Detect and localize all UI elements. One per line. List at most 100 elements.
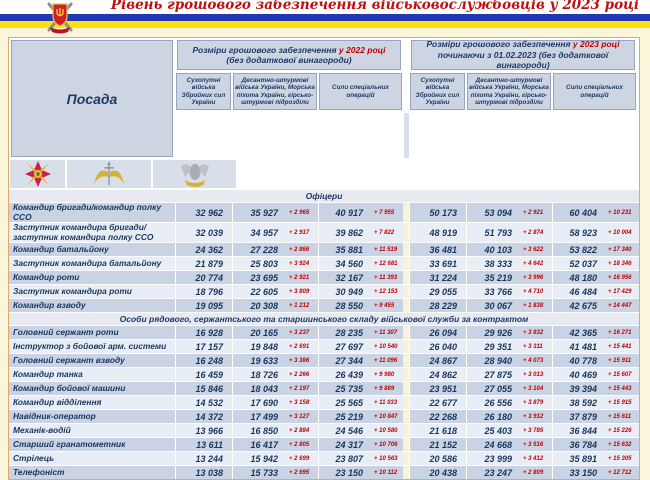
pay-value: 46 484 bbox=[552, 285, 606, 298]
delta-value: + 12 712 bbox=[608, 469, 632, 476]
pay-table: Посада Розміри грошового забезпечення у … bbox=[8, 37, 640, 480]
delta-value: + 15 911 bbox=[608, 357, 632, 364]
delta-value: + 3 516 bbox=[523, 441, 544, 448]
position-label: Заступник командира батальйону bbox=[13, 257, 162, 268]
pay-value: 17 157 bbox=[175, 340, 232, 353]
group-divider bbox=[403, 368, 409, 381]
pay-value: 24 867 bbox=[409, 354, 466, 367]
delta-value: + 3 912 bbox=[523, 413, 544, 420]
pay-value: 31 224 bbox=[409, 271, 466, 284]
table-row: Командир бойової машини 15 846 18 043 + 2 1… bbox=[9, 381, 639, 395]
delta-value: + 15 305 bbox=[608, 455, 632, 462]
pay-value: 33 150 bbox=[552, 466, 606, 479]
delta-value: + 1 838 bbox=[523, 302, 544, 309]
pay-value: 16 417 bbox=[232, 438, 287, 451]
pay-value: 13 038 bbox=[175, 466, 232, 479]
pay-value: 17 499 bbox=[232, 410, 287, 423]
delta-value: + 2 809 bbox=[523, 469, 544, 476]
position-label: Стрілець bbox=[13, 452, 55, 463]
pay-value: 53 822 bbox=[552, 243, 606, 256]
table-row: Командир танка 16 459 18 726 + 2 266 26 439 +… bbox=[9, 367, 639, 381]
section-header: Офіцери bbox=[9, 189, 639, 202]
position-label: Телефоніст bbox=[13, 466, 65, 477]
pay-value: 13 611 bbox=[175, 438, 232, 451]
pay-value: 20 165 bbox=[232, 326, 287, 339]
group-divider bbox=[403, 354, 409, 367]
delta-value: + 3 996 bbox=[523, 274, 544, 281]
delta-value: + 3 127 bbox=[289, 413, 310, 420]
pay-value: 23 807 bbox=[318, 452, 372, 465]
delta-value: + 2 921 bbox=[289, 274, 310, 281]
pay-value: 27 228 bbox=[232, 243, 287, 256]
special-operations-icon bbox=[153, 160, 236, 188]
pay-value: 15 846 bbox=[175, 382, 232, 395]
pay-value: 20 438 bbox=[409, 466, 466, 479]
delta-value: + 18 346 bbox=[608, 260, 632, 267]
position-label: Командир танка bbox=[13, 368, 83, 379]
pay-value: 35 219 bbox=[466, 271, 521, 284]
group-divider bbox=[403, 243, 409, 256]
pay-value: 20 308 bbox=[232, 299, 287, 312]
delta-value: + 2 921 bbox=[523, 209, 544, 216]
pay-value: 29 055 bbox=[409, 285, 466, 298]
group-divider bbox=[403, 271, 409, 284]
delta-value: + 12 681 bbox=[374, 260, 398, 267]
table-body: Офіцери Командир бригади/командир полку С… bbox=[9, 189, 639, 479]
delta-value: + 10 112 bbox=[374, 469, 398, 476]
delta-value: + 10 563 bbox=[374, 455, 398, 462]
table-row: Командир бригади/командир полку ССО 32 96… bbox=[9, 202, 639, 222]
pay-value: 18 796 bbox=[175, 285, 232, 298]
ministry-of-defense-emblem-icon bbox=[42, 0, 78, 40]
delta-value: + 16 271 bbox=[608, 329, 632, 336]
delta-value: + 2 266 bbox=[289, 371, 310, 378]
delta-value: + 10 847 bbox=[374, 413, 398, 420]
group-divider bbox=[403, 326, 409, 339]
pay-value: 40 103 bbox=[466, 243, 521, 256]
position-label: Заступник командира роти bbox=[13, 285, 132, 296]
pay-value: 15 942 bbox=[232, 452, 287, 465]
pay-value: 51 793 bbox=[466, 223, 521, 242]
table-row: Старший гранатометник 13 611 16 417 + 2 805… bbox=[9, 437, 639, 451]
pay-value: 40 917 bbox=[318, 203, 372, 222]
table-row: Інструктор з бойової арм. системи 17 157 1… bbox=[9, 339, 639, 353]
position-label: Навідник-оператор bbox=[13, 410, 96, 421]
pay-value: 16 248 bbox=[175, 354, 232, 367]
flag-stripe-blue bbox=[0, 14, 650, 21]
group-divider bbox=[403, 396, 409, 409]
delta-value: + 15 632 bbox=[608, 441, 632, 448]
delta-value: + 4 642 bbox=[523, 260, 544, 267]
pay-value: 38 333 bbox=[466, 257, 521, 270]
pay-value: 32 039 bbox=[175, 223, 232, 242]
group-divider bbox=[403, 257, 409, 270]
delta-value: + 11 519 bbox=[374, 246, 398, 253]
position-label: Заступник командира бригади/ заступник к… bbox=[13, 222, 154, 242]
delta-value: + 3 311 bbox=[523, 343, 543, 350]
group-divider bbox=[403, 223, 409, 242]
pay-value: 24 317 bbox=[318, 438, 372, 451]
delta-value: + 3 924 bbox=[289, 260, 310, 267]
pay-value: 32 962 bbox=[175, 203, 232, 222]
delta-value: + 2 884 bbox=[289, 427, 310, 434]
pay-value: 48 180 bbox=[552, 271, 606, 284]
subcol-ground-forces: Сухопутні війська Збройних сил України bbox=[176, 73, 231, 110]
pay-value: 36 784 bbox=[552, 438, 606, 451]
delta-value: + 2 695 bbox=[289, 469, 310, 476]
pay-value: 35 927 bbox=[232, 203, 287, 222]
pay-value: 42 675 bbox=[552, 299, 606, 312]
ground-forces-icon bbox=[10, 160, 65, 188]
position-label: Командир відділення bbox=[13, 396, 102, 407]
pay-value: 40 469 bbox=[552, 368, 606, 381]
delta-value: + 15 607 bbox=[608, 371, 632, 378]
pay-value: 27 697 bbox=[318, 340, 372, 353]
pay-value: 30 949 bbox=[318, 285, 372, 298]
pay-value: 37 879 bbox=[552, 410, 606, 423]
pay-value: 32 167 bbox=[318, 271, 372, 284]
spacer bbox=[175, 112, 403, 159]
pay-value: 16 459 bbox=[175, 368, 232, 381]
subcol-special-ops: Сили спеціальних операцій bbox=[553, 73, 636, 110]
group-2023-text: Розміри грошового забезпечення bbox=[426, 39, 573, 50]
position-label: Старший гранатометник bbox=[13, 438, 126, 449]
pay-value: 20 774 bbox=[175, 271, 232, 284]
delta-value: + 11 393 bbox=[374, 274, 398, 281]
pay-value: 26 180 bbox=[466, 410, 521, 423]
